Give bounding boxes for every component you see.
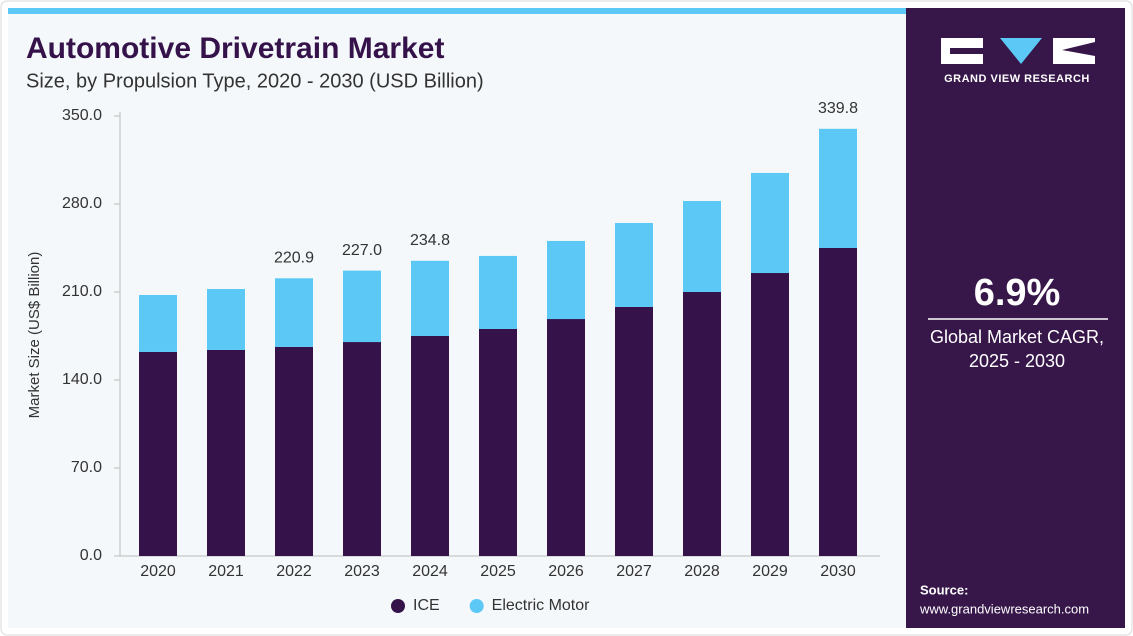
total-label: 234.8 — [410, 232, 450, 249]
x-tick-label: 2029 — [752, 563, 788, 580]
cagr-value: 6.9% — [974, 272, 1061, 314]
bar-segment — [547, 240, 585, 320]
logo-v — [1000, 38, 1042, 64]
x-tick-label: 2024 — [412, 563, 448, 580]
source-url: www.grandviewresearch.com — [919, 601, 1089, 616]
bar-segment — [343, 270, 381, 343]
legend-label: ICE — [413, 597, 440, 614]
total-label: 227.0 — [342, 242, 382, 259]
side-panel — [906, 8, 1125, 628]
y-tick-label: 0.0 — [80, 547, 102, 564]
x-tick-label: 2028 — [684, 563, 720, 580]
source-label: Source: — [920, 582, 968, 597]
x-tick-label: 2030 — [820, 563, 856, 580]
bar-segment — [751, 273, 789, 556]
cagr-label: Global Market CAGR, — [930, 327, 1104, 347]
bar-segment — [615, 222, 653, 307]
logo-cut — [950, 48, 983, 54]
logo-cut — [1062, 42, 1095, 56]
bar-segment — [411, 336, 449, 556]
bar-segment — [479, 328, 517, 556]
bar-segment — [139, 351, 177, 556]
x-tick-label: 2025 — [480, 563, 516, 580]
y-tick-label: 140.0 — [62, 371, 102, 388]
bar-segment — [615, 306, 653, 556]
total-label: 220.9 — [274, 250, 314, 267]
x-tick-label: 2026 — [548, 563, 584, 580]
y-tick-label: 210.0 — [62, 283, 102, 300]
logo — [941, 38, 1095, 64]
bar-segment — [819, 128, 857, 248]
bar-segment — [207, 349, 245, 556]
total-label: 339.8 — [818, 100, 858, 117]
y-axis-label: Market Size (US$ Billion) — [26, 252, 43, 419]
bar-segment — [819, 248, 857, 556]
x-tick-label: 2022 — [276, 563, 312, 580]
cagr-label: 2025 - 2030 — [969, 351, 1065, 371]
bar-segment — [547, 319, 585, 556]
legend-label: Electric Motor — [492, 597, 590, 614]
x-tick-label: 2021 — [208, 563, 244, 580]
legend-swatch — [391, 599, 405, 613]
bar-segment — [479, 255, 517, 329]
y-tick-label: 280.0 — [62, 195, 102, 212]
bar-segment — [411, 260, 449, 336]
brand-name: GRAND VIEW RESEARCH — [944, 73, 1090, 85]
top-stripe — [8, 8, 906, 14]
bar-segment — [207, 288, 245, 350]
y-tick-label: 70.0 — [71, 459, 102, 476]
legend-swatch — [469, 599, 484, 613]
bar-segment — [343, 342, 381, 556]
bar-segment — [275, 278, 313, 347]
bar-segment — [751, 172, 789, 274]
chart-subtitle: Size, by Propulsion Type, 2020 - 2030 (U… — [26, 70, 484, 92]
bar-segment — [683, 292, 721, 556]
bar-segment — [139, 295, 177, 352]
chart-title: Automotive Drivetrain Market — [26, 32, 444, 65]
y-tick-label: 350.0 — [62, 107, 102, 124]
x-tick-label: 2027 — [616, 563, 652, 580]
bar-segment — [683, 200, 721, 292]
x-tick-label: 2020 — [140, 563, 176, 580]
bar-segment — [275, 346, 313, 556]
x-tick-label: 2023 — [344, 563, 380, 580]
